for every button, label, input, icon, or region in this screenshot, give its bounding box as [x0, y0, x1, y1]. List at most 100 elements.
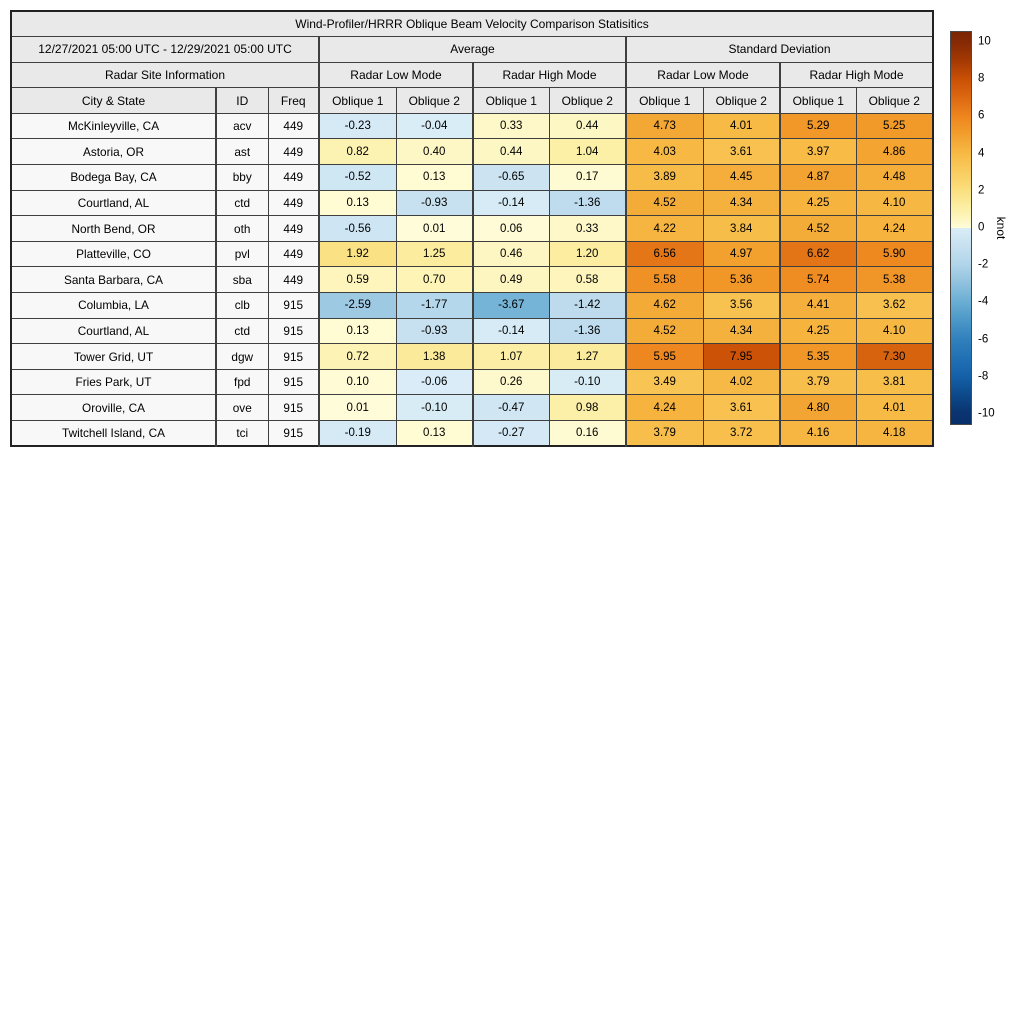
colorbar-tick-label: -6 [978, 332, 989, 345]
value-cell: -0.93 [395, 317, 474, 345]
table-row: Courtland, AL ctd 449 0.13 -0.93 -0.14 -1.36 4.… [10, 189, 934, 217]
value-cell: 4.73 [625, 112, 704, 140]
value-cell: 3.61 [702, 138, 781, 166]
col-header-city: City & State [10, 87, 217, 114]
value-cell: 4.02 [702, 368, 781, 396]
value-cell: 1.04 [548, 138, 627, 166]
table-row: Bodega Bay, CA bby 449 -0.52 0.13 -0.65 0.17 3.… [10, 164, 934, 191]
value-cell: 0.49 [472, 266, 550, 294]
colorbar-tick-label: -10 [978, 407, 995, 420]
col-header-id: ID [215, 87, 269, 114]
value-cell: 4.48 [855, 164, 934, 191]
city-state-cell: McKinleyville, CA [10, 112, 217, 140]
value-cell: 0.44 [472, 138, 550, 166]
value-cell: 3.61 [702, 394, 781, 421]
freq-cell: 449 [267, 138, 320, 166]
freq-cell: 449 [267, 266, 320, 294]
value-cell: 4.52 [779, 215, 857, 242]
value-cell: 5.29 [779, 112, 857, 140]
value-cell: 4.34 [702, 317, 781, 345]
header-average: Average [318, 36, 627, 63]
value-cell: 4.62 [625, 292, 704, 319]
value-cell: 1.20 [548, 240, 627, 268]
value-cell: 5.74 [779, 266, 857, 294]
value-cell: 4.10 [855, 317, 934, 345]
value-cell: 1.25 [395, 240, 474, 268]
value-cell: 4.25 [779, 189, 857, 217]
value-cell: -2.59 [318, 292, 397, 319]
value-cell: 4.10 [855, 189, 934, 217]
site-id-cell: tci [215, 420, 269, 447]
header-standard-deviation: Standard Deviation [625, 36, 934, 63]
value-cell: 0.44 [548, 112, 627, 140]
table-row: Courtland, AL ctd 915 0.13 -0.93 -0.14 -1.36 4.… [10, 317, 934, 345]
value-cell: 0.70 [395, 266, 474, 294]
city-state-cell: Columbia, LA [10, 292, 217, 319]
value-cell: -0.65 [472, 164, 550, 191]
value-cell: -0.27 [472, 420, 550, 447]
header-avg-high-mode: Radar High Mode [472, 61, 627, 89]
value-cell: 1.07 [472, 343, 550, 370]
col-header-oblique2-std-high: Oblique 2 [855, 87, 934, 114]
value-cell: 0.40 [395, 138, 474, 166]
city-state-cell: Twitchell Island, CA [10, 420, 217, 447]
col-header-oblique1-avg-high: Oblique 1 [472, 87, 550, 114]
freq-cell: 449 [267, 164, 320, 191]
freq-cell: 449 [267, 189, 320, 217]
freq-cell: 915 [267, 420, 320, 447]
value-cell: 0.13 [318, 317, 397, 345]
freq-cell: 449 [267, 112, 320, 140]
value-cell: -0.06 [395, 368, 474, 396]
table-row: Platteville, CO pvl 449 1.92 1.25 0.46 1.20 6.5… [10, 240, 934, 268]
freq-cell: 449 [267, 240, 320, 268]
value-cell: 0.33 [548, 215, 627, 242]
colorbar-gradient [950, 31, 972, 425]
value-cell: 0.33 [472, 112, 550, 140]
group-header-row: 12/27/2021 05:00 UTC - 12/29/2021 05:00 … [10, 36, 934, 63]
value-cell: 5.38 [855, 266, 934, 294]
value-cell: 0.59 [318, 266, 397, 294]
col-header-freq: Freq [267, 87, 320, 114]
value-cell: -0.93 [395, 189, 474, 217]
value-cell: 0.16 [548, 420, 627, 447]
value-cell: 5.58 [625, 266, 704, 294]
column-header-row: City & State ID Freq Oblique 1 Oblique 2… [10, 87, 934, 114]
value-cell: 3.97 [779, 138, 857, 166]
value-cell: 5.90 [855, 240, 934, 268]
value-cell: 4.18 [855, 420, 934, 447]
value-cell: -0.56 [318, 215, 397, 242]
site-id-cell: clb [215, 292, 269, 319]
value-cell: -0.04 [395, 112, 474, 140]
table-row: Astoria, OR ast 449 0.82 0.40 0.44 1.04 4.03 3.6… [10, 138, 934, 166]
colorbar-unit-label: knot [994, 216, 1008, 240]
city-state-cell: Courtland, AL [10, 189, 217, 217]
site-id-cell: bby [215, 164, 269, 191]
value-cell: 4.16 [779, 420, 857, 447]
value-cell: 0.06 [472, 215, 550, 242]
value-cell: 4.52 [625, 189, 704, 217]
value-cell: -0.14 [472, 189, 550, 217]
value-cell: 0.72 [318, 343, 397, 370]
city-state-cell: Courtland, AL [10, 317, 217, 345]
value-cell: 1.38 [395, 343, 474, 370]
value-cell: -0.23 [318, 112, 397, 140]
colorbar-tick-label: 2 [978, 184, 985, 197]
value-cell: 4.45 [702, 164, 781, 191]
value-cell: 4.25 [779, 317, 857, 345]
value-cell: 5.95 [625, 343, 704, 370]
value-cell: 0.13 [395, 164, 474, 191]
col-header-oblique2-avg-high: Oblique 2 [548, 87, 627, 114]
site-id-cell: sba [215, 266, 269, 294]
site-id-cell: pvl [215, 240, 269, 268]
value-cell: 0.98 [548, 394, 627, 421]
value-cell: -0.47 [472, 394, 550, 421]
mode-header-row: Radar Site Information Radar Low Mode Ra… [10, 61, 934, 89]
value-cell: 0.13 [318, 189, 397, 217]
colorbar-tick-label: 10 [978, 35, 991, 48]
value-cell: -0.10 [548, 368, 627, 396]
freq-cell: 915 [267, 317, 320, 345]
colorbar-tick-label: 0 [978, 221, 985, 234]
value-cell: 0.58 [548, 266, 627, 294]
site-id-cell: ctd [215, 317, 269, 345]
city-state-cell: Tower Grid, UT [10, 343, 217, 370]
